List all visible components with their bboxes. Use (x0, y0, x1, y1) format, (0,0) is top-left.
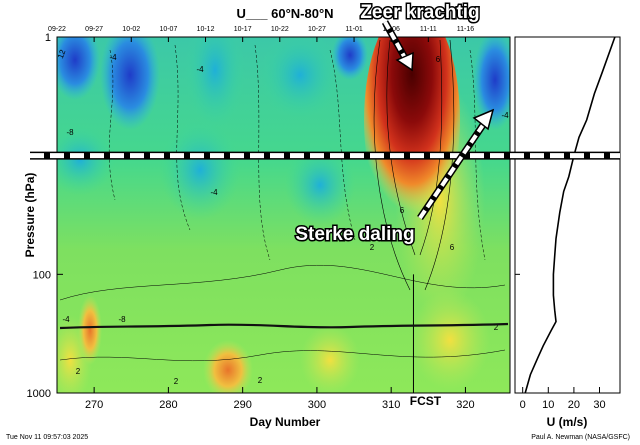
top-date-tick-label: 11-11 (420, 26, 437, 33)
top-date-tick-label: 09-22 (48, 26, 66, 33)
contour-label: -4 (196, 65, 204, 74)
forecast-label: FCST (410, 394, 442, 408)
top-date-tick-label: 10-22 (271, 26, 289, 33)
top-date-tick-label: 10-27 (308, 26, 326, 33)
top-date-tick-label: 10-12 (197, 26, 215, 33)
chart-title: U___ 60°N-80°N (236, 6, 333, 21)
contour-label: 2 (258, 376, 263, 385)
y-axis-label: Pressure (hPa) (23, 173, 37, 258)
contour-label: 6 (450, 243, 455, 252)
profile-x-tick-label: 30 (593, 399, 605, 411)
strong-arrow (381, 20, 414, 72)
y-tick-label: 1000 (27, 388, 51, 400)
contour-label: -8 (66, 128, 74, 137)
contour-label: 2 (174, 377, 179, 386)
contour-label: -4 (109, 53, 117, 62)
contour-label: -4 (501, 111, 509, 120)
profile-frame (514, 36, 621, 394)
contour-label: -4 (210, 188, 218, 197)
x-tick-label: 270 (85, 399, 103, 411)
top-date-tick-label: 09-27 (85, 26, 103, 33)
contour-label: 6 (400, 206, 405, 215)
profile-x-axis-label: U (m/s) (547, 415, 588, 429)
x-tick-label: 300 (308, 399, 326, 411)
contour-label: -8 (118, 315, 126, 324)
profile-x-ticks: 0 10 20 30 (520, 387, 606, 411)
profile-x-tick-label: 20 (568, 399, 580, 411)
x-tick-label: 280 (159, 399, 177, 411)
x-tick-label: 310 (382, 399, 400, 411)
zero-wind-line (59, 322, 509, 330)
profile-line (524, 36, 616, 394)
top-date-tick-label: 11-16 (457, 26, 474, 33)
y-tick-label: 100 (33, 269, 51, 281)
profile-x-tick-label: 10 (542, 399, 554, 411)
top-date-tick-label: 11-01 (345, 26, 362, 33)
footer-timestamp: Tue Nov 11 09:57:03 2025 (6, 434, 88, 441)
x-tick-label: 290 (233, 399, 251, 411)
annotation-descent: Sterke daling (295, 224, 414, 245)
y-tick-label: 1 (45, 32, 51, 44)
top-date-tick-label: 10-17 (234, 26, 252, 33)
top-date-tick-label: 10-02 (122, 26, 140, 33)
annotation-strong: Zeer krachtig (360, 2, 479, 23)
contour-label: 12 (56, 48, 68, 60)
contour-label: 6 (436, 55, 441, 64)
x-axis-label: Day Number (250, 415, 321, 429)
x-ticks: 270 280 290 300 310 320 (85, 387, 475, 411)
descent-arrow (417, 108, 495, 220)
contour-label: 2 (494, 323, 499, 332)
x-tick-label: 320 (456, 399, 474, 411)
footer-credit: Paul A. Newman (NASA/GSFC) (531, 434, 630, 441)
plot-frame (56, 36, 511, 394)
contour-label: 2 (76, 367, 81, 376)
contour-label: -4 (62, 315, 70, 324)
contour-label: 2 (370, 243, 375, 252)
contour-labels: 12 -4 -8 -4 -4 6 6 -4 -8 2 2 2 2 6 2 -4 (56, 48, 509, 386)
heatmap-field (57, 37, 510, 393)
profile-x-tick-label: 0 (520, 399, 526, 411)
top-date-tick-label: 10-07 (159, 26, 177, 33)
